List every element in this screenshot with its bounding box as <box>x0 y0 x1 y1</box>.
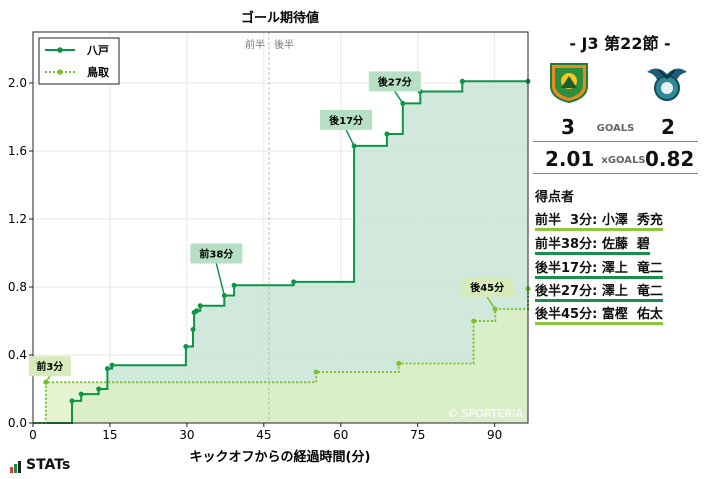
data-point <box>231 282 237 288</box>
data-point <box>459 78 465 84</box>
x-tick-label: 90 <box>487 428 502 442</box>
x-axis-label: キックオフからの経過時間(分) <box>190 449 371 465</box>
xg-chart: ゴール期待値 0 15 30 45 60 75 90 0.0 0.4 0.8 1.2 1.6 2.0 前半… <box>8 10 531 465</box>
goals-label: GOALS <box>596 123 635 134</box>
x-tick-label: 0 <box>29 428 37 442</box>
away-goals: 2 <box>661 115 675 139</box>
data-point <box>197 303 203 309</box>
annotation-box <box>368 71 421 92</box>
scorer-item: 後半17分: 澤上 竜二 <box>535 257 663 279</box>
annotation-label: 後27分 <box>378 75 412 88</box>
scorer-item: 前半38分: 佐藤 碧 <box>535 233 650 255</box>
data-point <box>104 366 110 372</box>
annotation-pointer <box>394 90 404 104</box>
data-point <box>183 344 189 349</box>
legend-marker <box>57 69 63 75</box>
annotation-label: 後17分 <box>329 114 363 127</box>
annotation-box <box>320 109 373 130</box>
data-point <box>313 369 319 375</box>
plot-area: 0 15 30 45 60 75 90 0.0 0.4 0.8 1.2 1.6 2.0 前半 後半 © SPO… <box>8 31 531 442</box>
second-half-label: 後半 <box>274 38 294 51</box>
x-tick-label: 75 <box>410 428 425 442</box>
data-point <box>384 131 390 137</box>
annotation-pointer <box>215 263 226 296</box>
y-tick-label: 0.4 <box>8 348 27 362</box>
data-point <box>471 318 477 324</box>
annotation-pointer <box>486 296 496 310</box>
y-tick-label: 0.8 <box>8 280 27 294</box>
y-tick-label: 0.0 <box>8 416 27 430</box>
series-area-away <box>33 288 528 423</box>
annotation-box <box>461 277 514 298</box>
data-point <box>78 391 84 397</box>
series-area-home <box>33 81 528 424</box>
legend-label: 八戸 <box>86 44 109 57</box>
annotation-label: 前3分 <box>36 360 63 373</box>
data-point <box>69 398 75 404</box>
legend-label: 鳥取 <box>87 65 109 79</box>
data-point <box>396 361 402 366</box>
annotation-label: 後45分 <box>470 281 504 294</box>
stats-bars-icon <box>10 457 22 473</box>
scorer-item: 後半27分: 澤上 竜二 <box>535 280 663 302</box>
x-tick-label: 60 <box>333 428 348 442</box>
data-point <box>190 327 196 332</box>
data-point <box>109 362 115 368</box>
y-tick-label: 1.2 <box>8 212 27 226</box>
annotation-label: 前38分 <box>199 248 233 261</box>
annotation-pointer <box>45 375 51 383</box>
data-point <box>291 279 297 285</box>
scorers-heading: 得点者 <box>535 190 575 205</box>
home-team-crest-icon <box>550 63 588 104</box>
match-summary-panel: - J3 第22節 - 3 GOALS 2 2.01 xGOALS 0.82 得… <box>533 0 707 479</box>
away-xg: 0.82 <box>645 147 695 171</box>
plot-frame <box>32 31 529 424</box>
home-goals: 3 <box>561 115 575 139</box>
legend-box <box>38 37 120 85</box>
data-point <box>194 308 200 314</box>
scorer-item: 後半45分: 富樫 佑太 <box>535 303 663 325</box>
x-tick-label: 15 <box>102 428 117 442</box>
goals-row: 3 GOALS 2 <box>533 115 698 142</box>
annotation-box <box>190 243 243 264</box>
away-team-crest-icon <box>647 68 687 101</box>
watermark: © SPORTERIA <box>447 407 523 420</box>
y-tick-label: 1.6 <box>8 144 27 158</box>
xg-row: 2.01 xGOALS 0.82 <box>533 147 698 174</box>
x-tick-label: 30 <box>179 428 194 442</box>
stats-logo-text: STATs <box>26 457 71 473</box>
annotation-pointer <box>345 129 355 147</box>
annotation-box <box>28 356 71 377</box>
x-tick-label: 45 <box>256 428 271 442</box>
y-tick-label: 2.0 <box>8 76 27 90</box>
match-title: - J3 第22節 - <box>569 34 671 53</box>
home-xg: 2.01 <box>545 147 595 171</box>
xg-label: xGOALS <box>601 155 646 166</box>
data-point <box>96 386 102 392</box>
chart-title: ゴール期待値 <box>241 10 319 26</box>
stats-logo: STATs <box>10 457 70 473</box>
legend-marker <box>57 47 63 53</box>
scorer-item: 前半 3分: 小澤 秀充 <box>535 209 663 231</box>
first-half-label: 前半 <box>245 38 265 51</box>
